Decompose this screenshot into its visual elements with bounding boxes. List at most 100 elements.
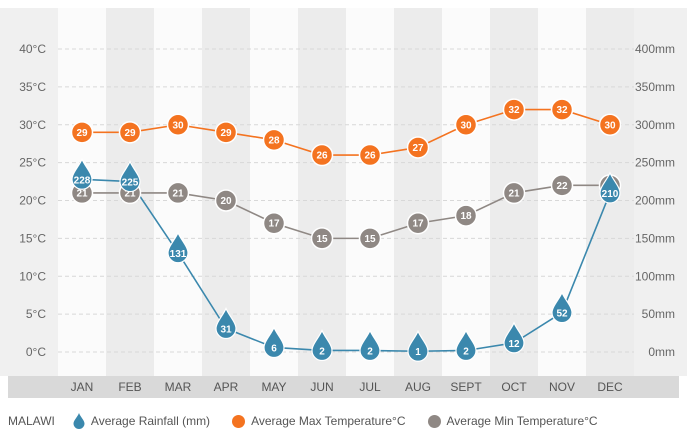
min-temp-data-label: 21 <box>508 188 520 199</box>
rainfall-point <box>455 328 477 362</box>
orange-dot-icon <box>232 414 246 428</box>
month-tick-label: OCT <box>501 380 527 394</box>
min-temp-point <box>358 227 382 250</box>
month-tick-label: MAR <box>165 380 192 394</box>
max-temp-data-label: 29 <box>124 128 136 139</box>
rainfall-data-label: 2 <box>367 346 373 357</box>
legend: MALAWI Average Rainfall (mm) Average Max… <box>0 404 687 438</box>
left-axis-tick-label: 5°C <box>26 307 46 321</box>
min-temp-data-label: 21 <box>76 188 88 199</box>
min-temp-point <box>502 181 526 205</box>
rainfall-point <box>71 157 93 190</box>
rainfall-point <box>119 160 141 193</box>
rainfall-data-label: 12 <box>508 339 520 350</box>
month-tick-label: JAN <box>71 380 94 394</box>
max-temp-data-label: 26 <box>316 151 328 162</box>
min-temp-data-label: 21 <box>172 188 184 199</box>
max-temp-data-label: 28 <box>268 135 280 146</box>
max-temp-data-label: 26 <box>364 151 376 162</box>
left-axis-tick-label: 25°C <box>19 156 46 170</box>
min-temp-point <box>550 174 574 197</box>
left-axis-tick-label: 40°C <box>19 42 46 56</box>
month-tick-label: AUG <box>405 380 431 394</box>
legend-min-label: Average Min Temperature°C <box>446 414 598 428</box>
max-temp-data-label: 30 <box>604 120 616 131</box>
right-axis-tick-label: 100mm <box>635 269 675 283</box>
rainfall-point <box>551 291 573 324</box>
legend-rainfall: Average Rainfall (mm) <box>73 413 210 429</box>
right-axis-tick-label: 350mm <box>635 80 675 94</box>
left-axis-panel <box>0 8 58 376</box>
min-temp-data-label: 21 <box>124 188 136 199</box>
month-column-band <box>442 8 490 376</box>
max-temp-point <box>598 113 622 136</box>
month-column-band <box>250 8 298 376</box>
max-temp-point <box>454 113 478 136</box>
max-temp-point <box>214 121 238 144</box>
max-temp-point <box>358 143 382 167</box>
rainfall-point <box>263 325 285 359</box>
month-tick-label: JUN <box>310 380 333 394</box>
month-column-band <box>298 8 346 376</box>
rainfall-data-label: 210 <box>602 189 619 200</box>
raindrop-icon <box>73 413 85 429</box>
min-temp-point <box>310 227 334 250</box>
max-temp-data-label: 32 <box>556 105 568 116</box>
rainfall-data-label: 225 <box>122 178 139 189</box>
rainfall-point <box>311 328 333 362</box>
month-column-band <box>394 8 442 376</box>
right-axis-tick-label: 400mm <box>635 42 675 56</box>
right-axis-panel <box>634 8 687 376</box>
rainfall-data-label: 6 <box>271 343 277 354</box>
min-temp-data-label: 20 <box>220 196 232 207</box>
rainfall-point <box>359 328 381 362</box>
legend-max-temp: Average Max Temperature°C <box>232 414 406 428</box>
min-temp-point <box>406 211 430 235</box>
left-axis-tick-label: 10°C <box>19 269 46 283</box>
right-axis-tick-label: 150mm <box>635 231 675 245</box>
max-temp-data-label: 32 <box>508 105 520 116</box>
right-axis-tick-label: 250mm <box>635 156 675 170</box>
month-tick-label: DEC <box>597 380 623 394</box>
max-temp-point <box>406 136 430 159</box>
max-temp-point <box>166 113 190 136</box>
rainfall-data-label: 31 <box>220 325 232 336</box>
rainfall-data-label: 2 <box>463 346 469 357</box>
month-tick-label: JUL <box>359 380 381 394</box>
month-tick-label: APR <box>214 380 239 394</box>
max-temp-point <box>310 143 334 167</box>
rainfall-data-label: 228 <box>74 175 91 186</box>
max-temp-data-label: 29 <box>76 128 88 139</box>
left-axis-tick-label: 0°C <box>26 345 46 359</box>
max-temp-data-label: 30 <box>172 120 184 131</box>
min-temp-data-label: 22 <box>556 181 568 192</box>
max-temp-point <box>118 121 142 144</box>
rainfall-point <box>215 306 237 340</box>
rainfall-data-label: 2 <box>319 346 325 357</box>
min-temp-data-label: 15 <box>364 234 376 245</box>
rainfall-data-label: 131 <box>170 249 187 260</box>
max-temp-point <box>550 98 574 121</box>
month-column-band <box>346 8 394 376</box>
min-temp-data-label: 17 <box>412 219 424 230</box>
rainfall-point <box>599 171 621 204</box>
min-temp-data-label: 15 <box>316 234 328 245</box>
chart-canvas: 0°C 5°C 10°C 15°C 20°C 25°C 30°C 35°C 40°C 0mm 50m… <box>0 8 687 398</box>
rainfall-data-label: 1 <box>415 347 421 358</box>
right-axis-tick-label: 200mm <box>635 194 675 208</box>
right-axis-tick-label: 0mm <box>648 345 675 359</box>
min-temp-point <box>454 204 478 227</box>
min-temp-point <box>262 211 286 235</box>
max-temp-data-label: 27 <box>412 143 424 154</box>
max-temp-data-label: 30 <box>460 120 472 131</box>
left-axis-tick-label: 35°C <box>19 80 46 94</box>
left-axis-tick-label: 20°C <box>19 194 46 208</box>
right-axis-tick-label: 300mm <box>635 118 675 132</box>
max-temp-point <box>502 98 526 121</box>
min-temp-data-label: 17 <box>268 219 280 230</box>
rainfall-point <box>167 231 189 264</box>
left-axis-tick-label: 15°C <box>19 231 46 245</box>
min-temp-point <box>214 189 238 212</box>
month-tick-label: FEB <box>118 380 141 394</box>
